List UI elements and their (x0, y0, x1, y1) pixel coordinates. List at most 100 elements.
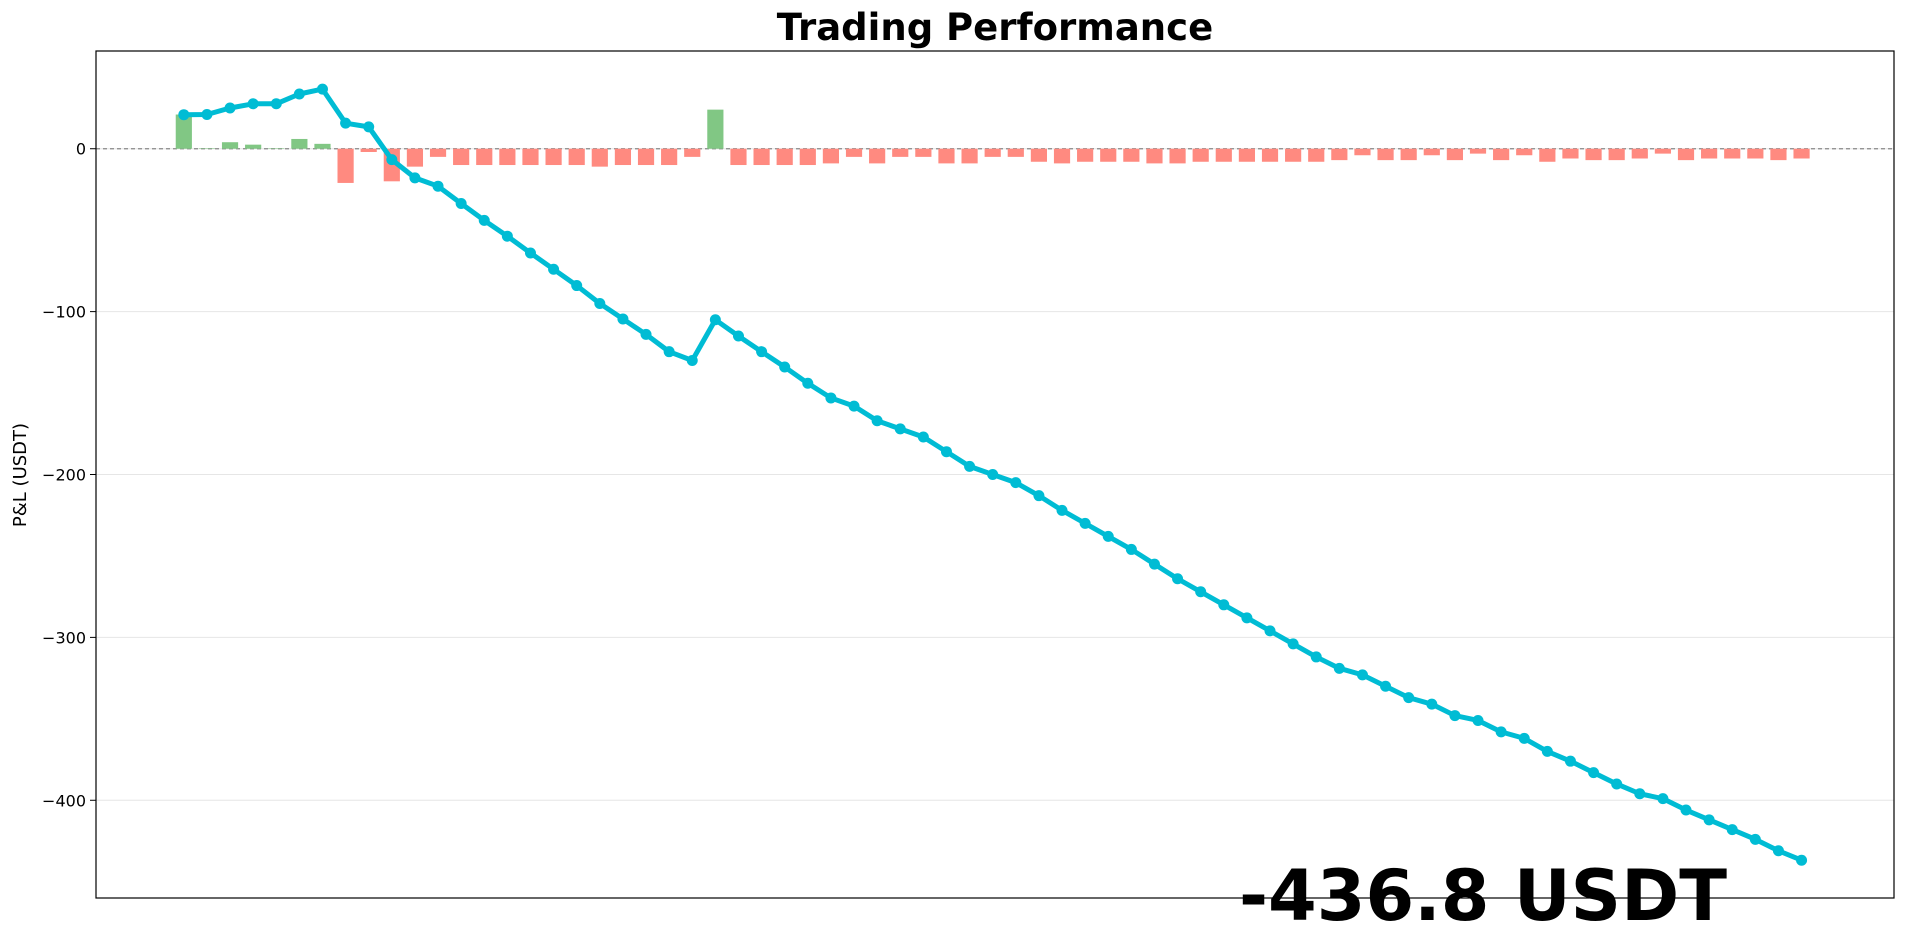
point (1380, 680, 1392, 692)
bar (1308, 148, 1325, 162)
point (247, 98, 259, 110)
point (1310, 651, 1322, 663)
point (1588, 767, 1600, 779)
bar (753, 148, 770, 166)
point (1264, 625, 1276, 637)
bar (1793, 148, 1810, 159)
point (1518, 732, 1530, 744)
bar (337, 148, 354, 183)
bar (1539, 148, 1556, 162)
point (386, 154, 398, 166)
point (848, 400, 860, 412)
bar (591, 148, 608, 167)
bar (822, 148, 840, 164)
point (732, 330, 744, 342)
bar (892, 148, 909, 157)
point (1287, 638, 1299, 650)
bar (1608, 148, 1625, 161)
point (1703, 814, 1715, 826)
y-tick-label: −300 (42, 628, 86, 647)
point (871, 415, 883, 427)
bar (869, 148, 886, 164)
point (640, 328, 652, 340)
point (432, 180, 444, 192)
point (940, 446, 952, 458)
bar (707, 109, 724, 149)
point (1680, 804, 1692, 816)
point (802, 377, 814, 389)
bar (1747, 148, 1764, 159)
point (1657, 793, 1669, 805)
bar (1053, 148, 1071, 164)
bar (1377, 148, 1394, 161)
bar (614, 148, 632, 166)
point (709, 314, 721, 326)
point (1541, 745, 1553, 757)
point (1426, 698, 1438, 710)
point (1333, 662, 1345, 674)
bar (1469, 148, 1487, 154)
point (1356, 669, 1368, 681)
y-tick-label: 0 (76, 140, 86, 159)
bar (1100, 148, 1117, 162)
bar (175, 114, 192, 149)
point (917, 431, 929, 443)
point (1726, 824, 1738, 836)
point (779, 361, 791, 373)
bar (453, 148, 470, 166)
point (1241, 612, 1253, 624)
bar (1192, 148, 1209, 162)
bar (406, 148, 424, 167)
point (617, 313, 629, 325)
point (478, 214, 490, 226)
bar (1677, 148, 1695, 161)
y-axis-label: P&L (USDT) (10, 423, 31, 527)
bar (476, 148, 493, 166)
bar (499, 148, 516, 166)
point (1125, 543, 1137, 555)
bar (522, 148, 539, 166)
point (1749, 833, 1761, 845)
bar (1724, 148, 1741, 159)
point (1148, 558, 1160, 570)
point (663, 346, 675, 358)
bar (730, 148, 747, 166)
point (316, 83, 328, 95)
bar (1030, 148, 1047, 162)
bar (1585, 148, 1602, 161)
point (1102, 530, 1114, 542)
point (548, 263, 560, 275)
bar (291, 138, 308, 149)
point (1472, 714, 1484, 726)
point (201, 109, 213, 121)
point (363, 121, 375, 133)
chart-title: Trading Performance (777, 6, 1213, 49)
bar (799, 148, 816, 166)
point (340, 117, 352, 129)
bar (984, 148, 1001, 157)
bar (1123, 148, 1140, 162)
bar (1331, 148, 1348, 161)
bar (776, 148, 793, 166)
bar (1493, 148, 1510, 161)
point (1611, 778, 1623, 790)
point (987, 469, 999, 480)
bar (1146, 148, 1163, 164)
bar (1631, 148, 1648, 159)
bar (1701, 148, 1718, 159)
y-tick-label: −100 (42, 303, 86, 322)
point (1056, 504, 1068, 516)
point (1218, 599, 1230, 611)
y-tick-label: −400 (42, 791, 86, 810)
point (1772, 845, 1784, 857)
bar (1446, 148, 1463, 161)
point (1033, 490, 1045, 502)
point (686, 354, 698, 366)
point (1403, 692, 1415, 704)
y-tick-label: −200 (42, 466, 86, 485)
bar (915, 148, 932, 157)
point (1010, 477, 1022, 489)
bar (637, 148, 655, 166)
bar (938, 148, 955, 164)
